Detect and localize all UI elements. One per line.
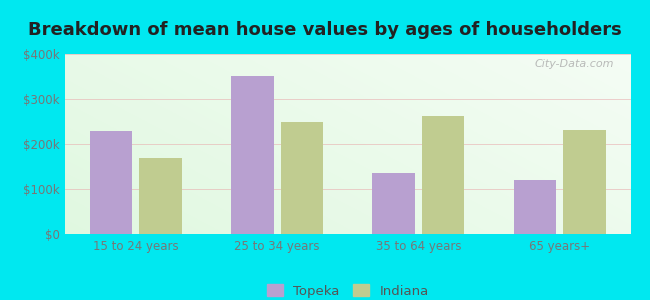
Bar — [422, 116, 464, 234]
Bar — [90, 130, 132, 234]
Text: City-Data.com: City-Data.com — [534, 59, 614, 69]
Bar — [514, 180, 556, 234]
Text: Breakdown of mean house values by ages of householders: Breakdown of mean house values by ages o… — [28, 21, 622, 39]
Bar — [281, 122, 323, 234]
Bar — [231, 76, 274, 234]
Bar — [564, 130, 606, 234]
Bar — [139, 158, 181, 234]
Legend: Topeka, Indiana: Topeka, Indiana — [262, 279, 434, 300]
Bar — [372, 173, 415, 234]
